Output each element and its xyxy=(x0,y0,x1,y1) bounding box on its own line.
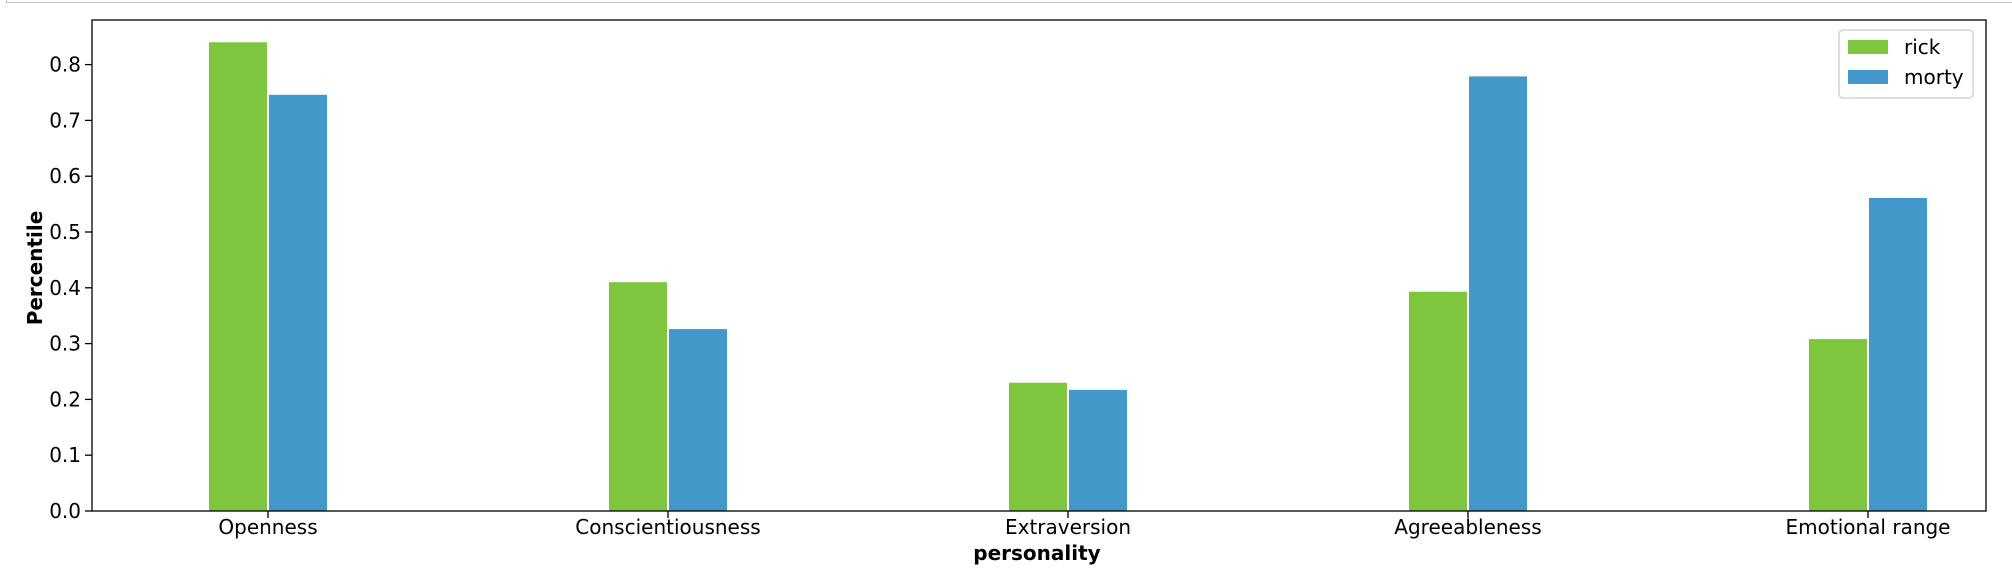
legend-swatch-morty xyxy=(1848,70,1888,84)
y-tick-label: 0.4 xyxy=(49,276,81,300)
y-tick-label: 0.6 xyxy=(49,164,81,188)
y-tick-label: 0.5 xyxy=(49,220,81,244)
y-axis-label: Percentile xyxy=(23,211,47,326)
bar-rick-openness xyxy=(209,42,267,512)
bar-rick-conscientiousness xyxy=(609,282,667,511)
x-tick-label-openness: Openness xyxy=(218,515,317,539)
x-axis: Openness Conscientiousness Extraversion Agr… xyxy=(218,511,1951,539)
legend-swatch-rick xyxy=(1848,40,1888,54)
y-tick-label: 0.7 xyxy=(49,108,81,132)
legend: rick morty xyxy=(1838,29,1974,99)
bar-morty-conscientiousness xyxy=(669,329,727,511)
y-tick-label: 0.0 xyxy=(49,499,81,523)
top-window-frame xyxy=(6,0,2012,3)
bar-morty-agreeableness xyxy=(1469,76,1527,512)
y-tick-label: 0.3 xyxy=(49,332,81,356)
bar-rick-agreeableness xyxy=(1409,291,1467,511)
legend-label-morty: morty xyxy=(1904,65,1964,89)
x-tick-label-extraversion: Extraversion xyxy=(1005,515,1131,539)
x-tick-label-emotional-range: Emotional range xyxy=(1786,515,1951,539)
y-tick-label: 0.8 xyxy=(49,53,81,77)
y-axis: 0.0 0.1 0.2 0.3 0.4 0.5 0.6 0.7 0.8 xyxy=(49,53,92,523)
bar-morty-openness xyxy=(269,94,327,512)
x-tick-label-conscientiousness: Conscientiousness xyxy=(575,515,760,539)
y-tick-label: 0.1 xyxy=(49,443,81,467)
plot-area-frame xyxy=(91,19,1987,512)
bar-rick-emotional-range xyxy=(1809,339,1867,511)
legend-label-rick: rick xyxy=(1904,35,1941,59)
x-axis-label: personality xyxy=(973,541,1100,565)
y-tick-label: 0.2 xyxy=(49,387,81,411)
bars-layer xyxy=(209,42,1927,512)
bar-morty-emotional-range xyxy=(1869,198,1927,511)
x-tick-label-agreeableness: Agreeableness xyxy=(1394,515,1541,539)
bar-morty-extraversion xyxy=(1069,389,1127,511)
bar-rick-extraversion xyxy=(1009,382,1067,511)
